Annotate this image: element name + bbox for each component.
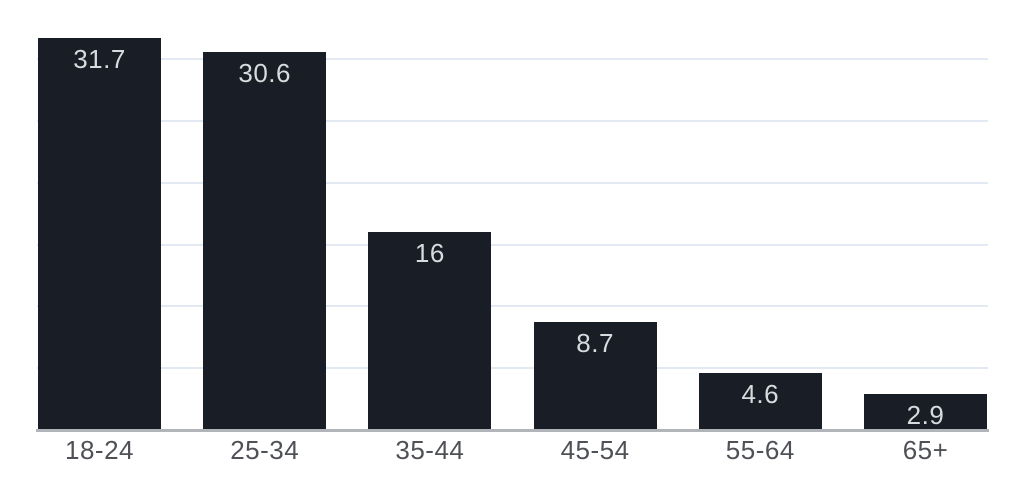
bar-value-label: 4.6 <box>741 379 780 410</box>
bar-value-label: 16 <box>414 238 445 269</box>
gridline <box>37 181 988 184</box>
x-axis-label: 25-34 <box>230 435 300 465</box>
x-axis-label: 55-64 <box>725 435 795 465</box>
x-axis-line <box>36 429 989 432</box>
bar: 4.6 <box>698 373 822 430</box>
bar: 8.7 <box>533 322 657 430</box>
bar: 2.9 <box>864 394 987 430</box>
gridline <box>37 305 988 308</box>
gridline <box>37 58 988 60</box>
gridline <box>37 243 988 246</box>
bar: 31.7 <box>38 37 161 430</box>
x-axis-label: 45-54 <box>560 435 630 465</box>
x-axis-label: 18-24 <box>65 435 134 465</box>
bar: 16 <box>368 232 492 430</box>
gridline <box>37 119 988 122</box>
bar-value-label: 8.7 <box>576 328 614 359</box>
bar: 30.6 <box>203 51 327 430</box>
bar-value-label: 30.6 <box>238 57 291 88</box>
x-axis-label: 65+ <box>902 435 949 465</box>
bar-value-label: 31.7 <box>73 43 126 74</box>
bar-value-label: 2.9 <box>906 400 945 431</box>
x-axis-labels: 18-24 25-34 35-44 45-54 55-64 65+ <box>37 437 988 465</box>
plot-area: 31.7 30.6 16 8.7 4.6 2.9 <box>37 0 988 430</box>
x-axis-label: 35-44 <box>395 435 465 465</box>
gridline <box>37 367 988 370</box>
